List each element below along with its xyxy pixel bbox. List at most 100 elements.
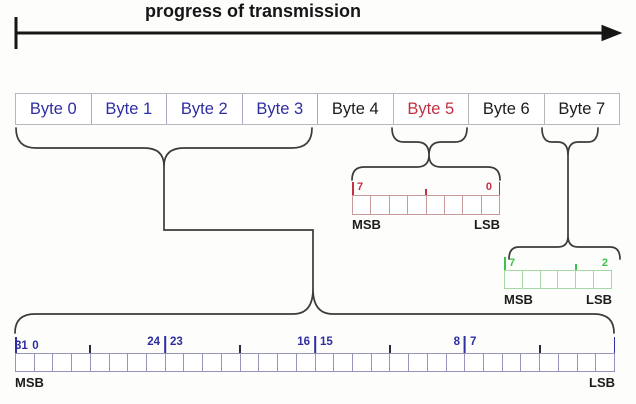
byte7-register: 7 2 MSB LSB [504,257,612,307]
byte7-bit-cell [523,271,541,288]
word32-bit-cell [128,354,148,371]
word32-bit-cell [278,354,297,371]
byte7-lsb-label: LSB [586,292,612,307]
nibble-tick-icon [425,189,427,195]
word32-bit-cell [428,354,447,371]
bit8-label: 8 [453,336,460,348]
bit0-tick-icon [498,182,500,195]
word32-bit-cell [316,354,335,371]
bit15-label: 15 [320,336,333,348]
nibble-tick-icon [389,345,391,353]
word32-lsb-label: LSB [589,375,615,390]
word32-bit-cell [35,354,54,371]
bit-low-label: 2 [601,257,608,269]
byte-boundary-tick-icon [464,336,466,353]
word32-bit-cell [53,354,73,371]
bit16-15-boundary: 16 15 [297,336,333,353]
byte7-bit-cell [505,271,523,288]
byte-cell: Byte 5 [394,94,469,124]
word32-bit-cell [72,354,91,371]
bit8-7-boundary: 8 7 [453,336,477,353]
byte-cell: Byte 0 [16,94,92,124]
word32-msb-label: MSB [15,375,44,390]
word32-bit-cell [241,354,260,371]
word32-bit-cell [16,354,35,371]
word32-bit-cell [353,354,372,371]
byte5-bit-cell [482,196,499,214]
bit7-tick-icon [504,257,506,270]
word32-register: 31 24 23 16 15 8 7 0 [15,336,615,390]
byte7-bit-cell [594,271,611,288]
byte5-bit-cell [371,196,390,214]
word32-bit-cell [147,354,166,371]
nibble-tick-icon [89,345,91,353]
word32-bit-cell [166,354,185,371]
byte5-register: 7 0 MSB LSB [352,181,500,232]
word32-bit-cell [297,354,316,371]
byte7-bit-cell [541,271,559,288]
byte7-bit-cell [558,271,577,288]
bit0-tick-icon [613,337,615,353]
word32-bit-cell [596,354,614,371]
word32-bit-cell [390,354,410,371]
byte5-bit-cells [352,195,500,215]
word32-bit-cell [540,354,559,371]
byte-cell: Byte 4 [318,94,394,124]
word32-bit-cell [222,354,241,371]
word32-bit-cell [259,354,279,371]
arrowhead-icon [601,24,623,42]
bit0-label: 0 [32,340,39,352]
bit24-23-boundary: 24 23 [147,336,183,353]
word32-bit-cell [184,354,204,371]
byte5-bit-cell [390,196,409,214]
bit23-label: 23 [170,336,183,348]
connector-word32-line [163,165,314,290]
byte5-bit-cell [408,196,427,214]
byte5-bit-cell [463,196,482,214]
word32-bit-cell [372,354,391,371]
nibble-tick-icon [239,345,241,353]
byte7-bit-labels: 7 2 [504,257,612,270]
byte5-bit-cell [445,196,464,214]
bit7-tick-icon [352,182,354,195]
byte5-lsb-label: LSB [474,217,500,232]
bit16-label: 16 [297,336,310,348]
byte5-bit-labels: 7 0 [352,181,500,195]
byte7-bit-cell [576,271,595,288]
word32-bit-cell [110,354,129,371]
byte5-msb-label: MSB [352,217,381,232]
brace-byte7-icon [541,127,599,156]
word32-bit-cell [409,354,428,371]
brace-byte7-register-icon [508,235,621,260]
byte5-bit-cell [353,196,372,214]
bit31-tick-icon [15,337,17,353]
byte-boundary-tick-icon [164,336,166,353]
byte-row: Byte 0 Byte 1 Byte 2 Byte 3 Byte 4 Byte 5 Byte… [15,93,620,125]
nibble-tick-icon [539,345,541,353]
byte7-msb-label: MSB [504,292,533,307]
byte-cell: Byte 6 [469,94,545,124]
bit7-label: 7 [470,336,477,348]
word32-bit-cell [521,354,541,371]
brace-byte5-icon [391,127,468,156]
word32-bit-labels: 31 24 23 16 15 8 7 0 [15,336,615,353]
byte5-bit-cell [427,196,445,214]
bit24-label: 24 [147,336,160,348]
bit31-label: 31 [15,340,28,352]
diagram-title: progress of transmission [144,1,362,21]
byte7-bit-cells [504,270,612,289]
word32-bit-cell [91,354,110,371]
bit-high-label: 7 [509,257,516,269]
word32-bit-cell [203,354,222,371]
word32-bit-cell [559,354,578,371]
nibble-tick-icon [575,264,577,270]
word32-bit-cell [484,354,503,371]
byte-cell: Byte 3 [243,94,318,124]
word32-bit-cell [447,354,466,371]
bit-low-label: 0 [485,181,492,193]
byte-cell: Byte 1 [92,94,167,124]
word32-bit-cell [503,354,522,371]
byte-cell: Byte 7 [558,99,606,118]
word32-bit-cells [15,353,615,372]
